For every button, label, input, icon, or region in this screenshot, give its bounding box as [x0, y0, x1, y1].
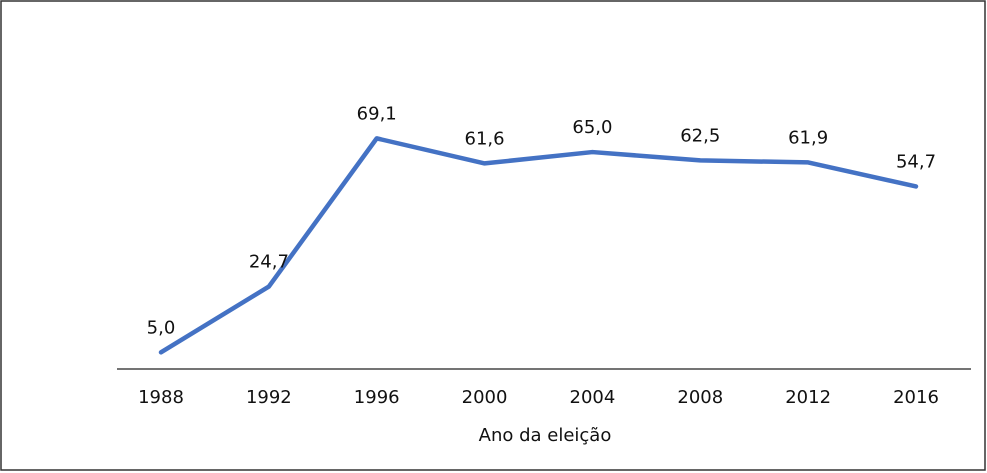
x-axis-title: Ano da eleição	[479, 425, 612, 446]
data-label: 62,5	[680, 125, 720, 146]
data-label: 65,0	[572, 117, 612, 138]
data-line	[158, 136, 919, 355]
data-label: 54,7	[896, 151, 936, 172]
data-label: 24,7	[249, 252, 289, 273]
data-label: 5,0	[147, 317, 176, 338]
x-tick-label: 1992	[246, 387, 292, 408]
x-tick-label: 1988	[138, 387, 184, 408]
data-label: 61,9	[788, 127, 828, 148]
x-tick-label: 2000	[462, 387, 508, 408]
x-tick-label: 2016	[893, 387, 939, 408]
x-tick-label: 2008	[677, 387, 723, 408]
x-tick-label: 1996	[354, 387, 400, 408]
x-tick-label: 2004	[570, 387, 616, 408]
x-tick-label: 2012	[785, 387, 831, 408]
data-label: 69,1	[357, 103, 397, 124]
data-label: 61,6	[465, 128, 505, 149]
